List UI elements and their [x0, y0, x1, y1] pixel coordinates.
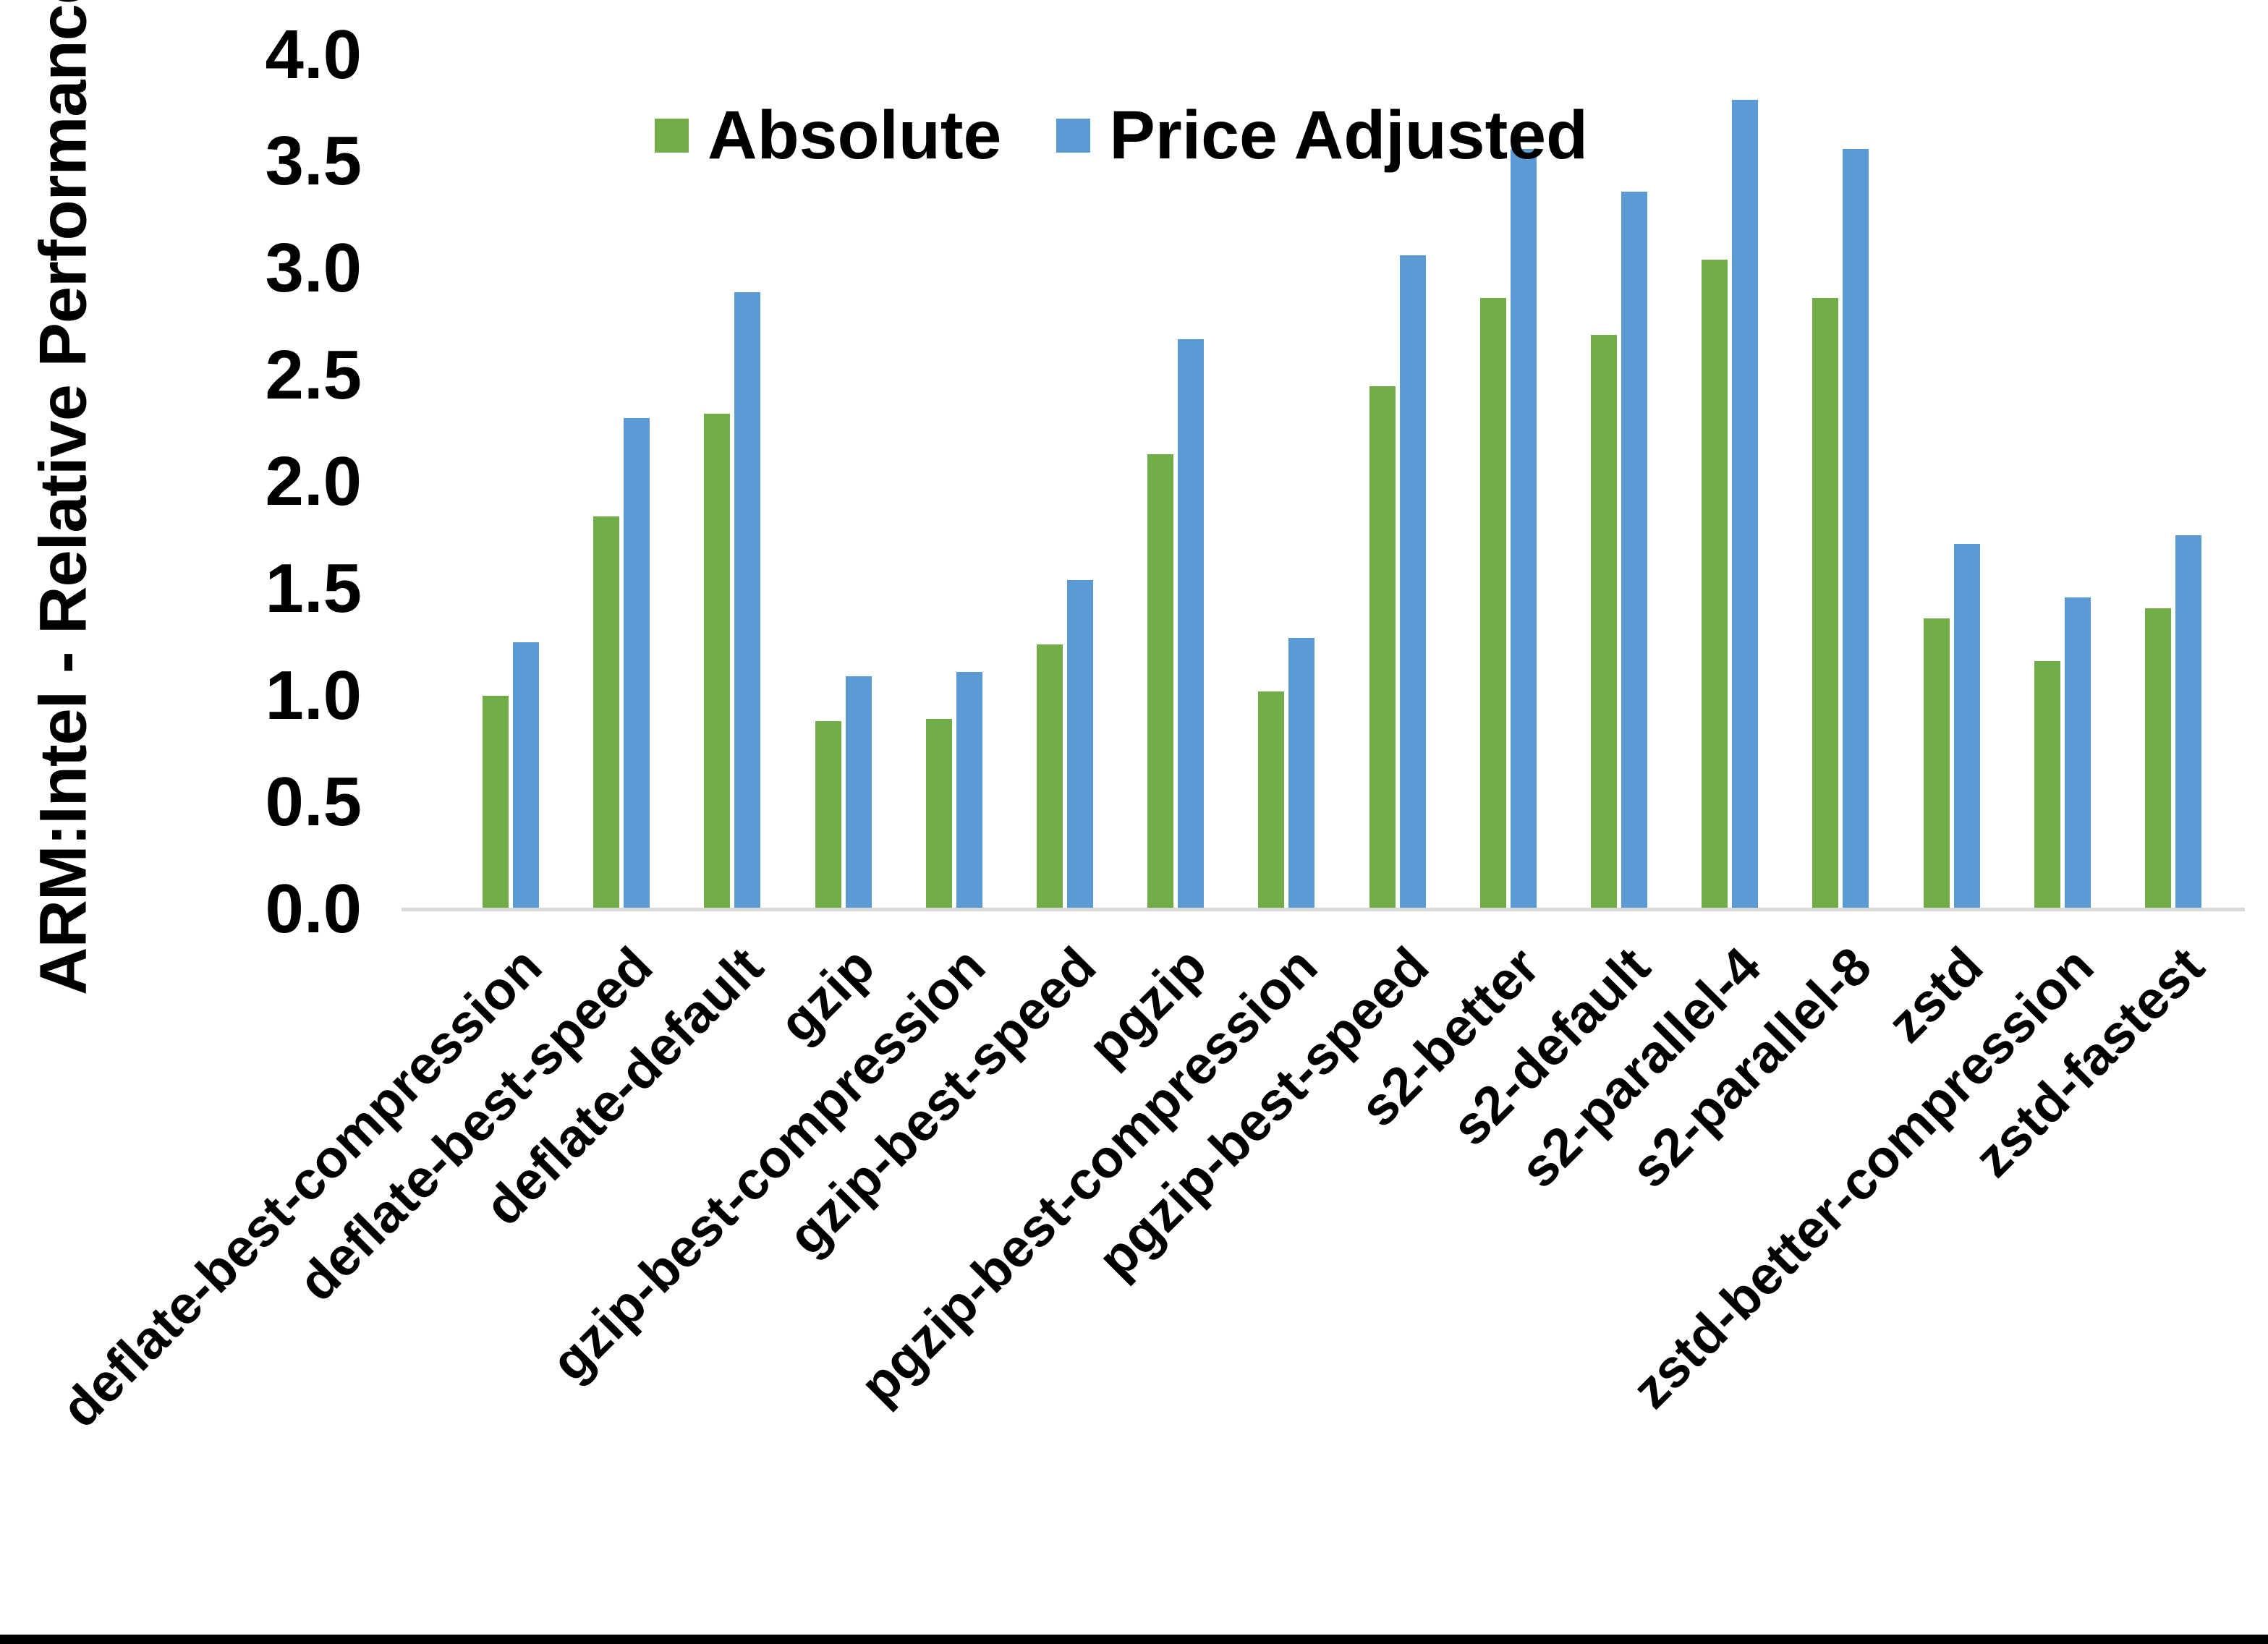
y-tick-label: 1.0 [265, 656, 362, 734]
bar-price-adjusted [845, 676, 872, 909]
bar-absolute [1479, 298, 1506, 909]
bar-price-adjusted [624, 417, 650, 909]
legend: Absolute Price Adjusted [655, 101, 1588, 170]
legend-label: Absolute [708, 97, 1002, 174]
bar-price-adjusted [513, 642, 539, 909]
x-axis-line [402, 908, 2245, 911]
y-tick-label: 4.0 [265, 15, 362, 93]
bar-absolute [1702, 260, 1728, 909]
bar-absolute [1258, 691, 1285, 909]
bar-absolute [1812, 298, 1839, 909]
bar-absolute [704, 413, 731, 909]
legend-item: Absolute [655, 101, 1001, 170]
bar-absolute [815, 721, 841, 909]
y-tick-label: 0.0 [265, 870, 362, 947]
bar-price-adjusted [2064, 597, 2091, 909]
y-tick-label: 3.5 [265, 122, 362, 200]
bar-absolute [925, 719, 952, 909]
legend-swatch-icon [655, 119, 689, 153]
bar-absolute [1923, 618, 1950, 909]
bottom-border [0, 1635, 2268, 1644]
bar-absolute [1037, 644, 1063, 909]
bar-price-adjusted [1732, 99, 1759, 909]
bar-price-adjusted [1288, 637, 1315, 909]
y-tick-label: 2.5 [265, 336, 362, 414]
legend-label: Price Adjusted [1109, 97, 1589, 174]
bar-price-adjusted [1510, 148, 1537, 909]
bar-absolute [1147, 454, 1174, 909]
y-tick-label: 3.0 [265, 229, 362, 307]
bar-price-adjusted [1067, 580, 1093, 909]
bar-absolute [483, 695, 509, 909]
legend-swatch-icon [1056, 119, 1091, 153]
y-tick-label: 0.5 [265, 763, 362, 841]
bar-absolute [1591, 334, 1617, 909]
y-tick-label: 2.0 [265, 443, 362, 521]
y-tick-label: 1.5 [265, 550, 362, 628]
bar-absolute [2145, 608, 2171, 909]
legend-item: Price Adjusted [1056, 101, 1588, 170]
bar-price-adjusted [1178, 338, 1205, 909]
bar-price-adjusted [1953, 544, 1980, 909]
bar-absolute [2034, 661, 2060, 909]
bar-price-adjusted [956, 672, 982, 909]
bar-price-adjusted [2175, 535, 2201, 909]
bar-price-adjusted [1843, 148, 1869, 909]
bar-price-adjusted [1621, 191, 1647, 909]
bar-absolute [593, 516, 620, 909]
bar-price-adjusted [734, 291, 761, 909]
bar-absolute [1369, 386, 1396, 909]
bar-price-adjusted [1399, 255, 1426, 909]
